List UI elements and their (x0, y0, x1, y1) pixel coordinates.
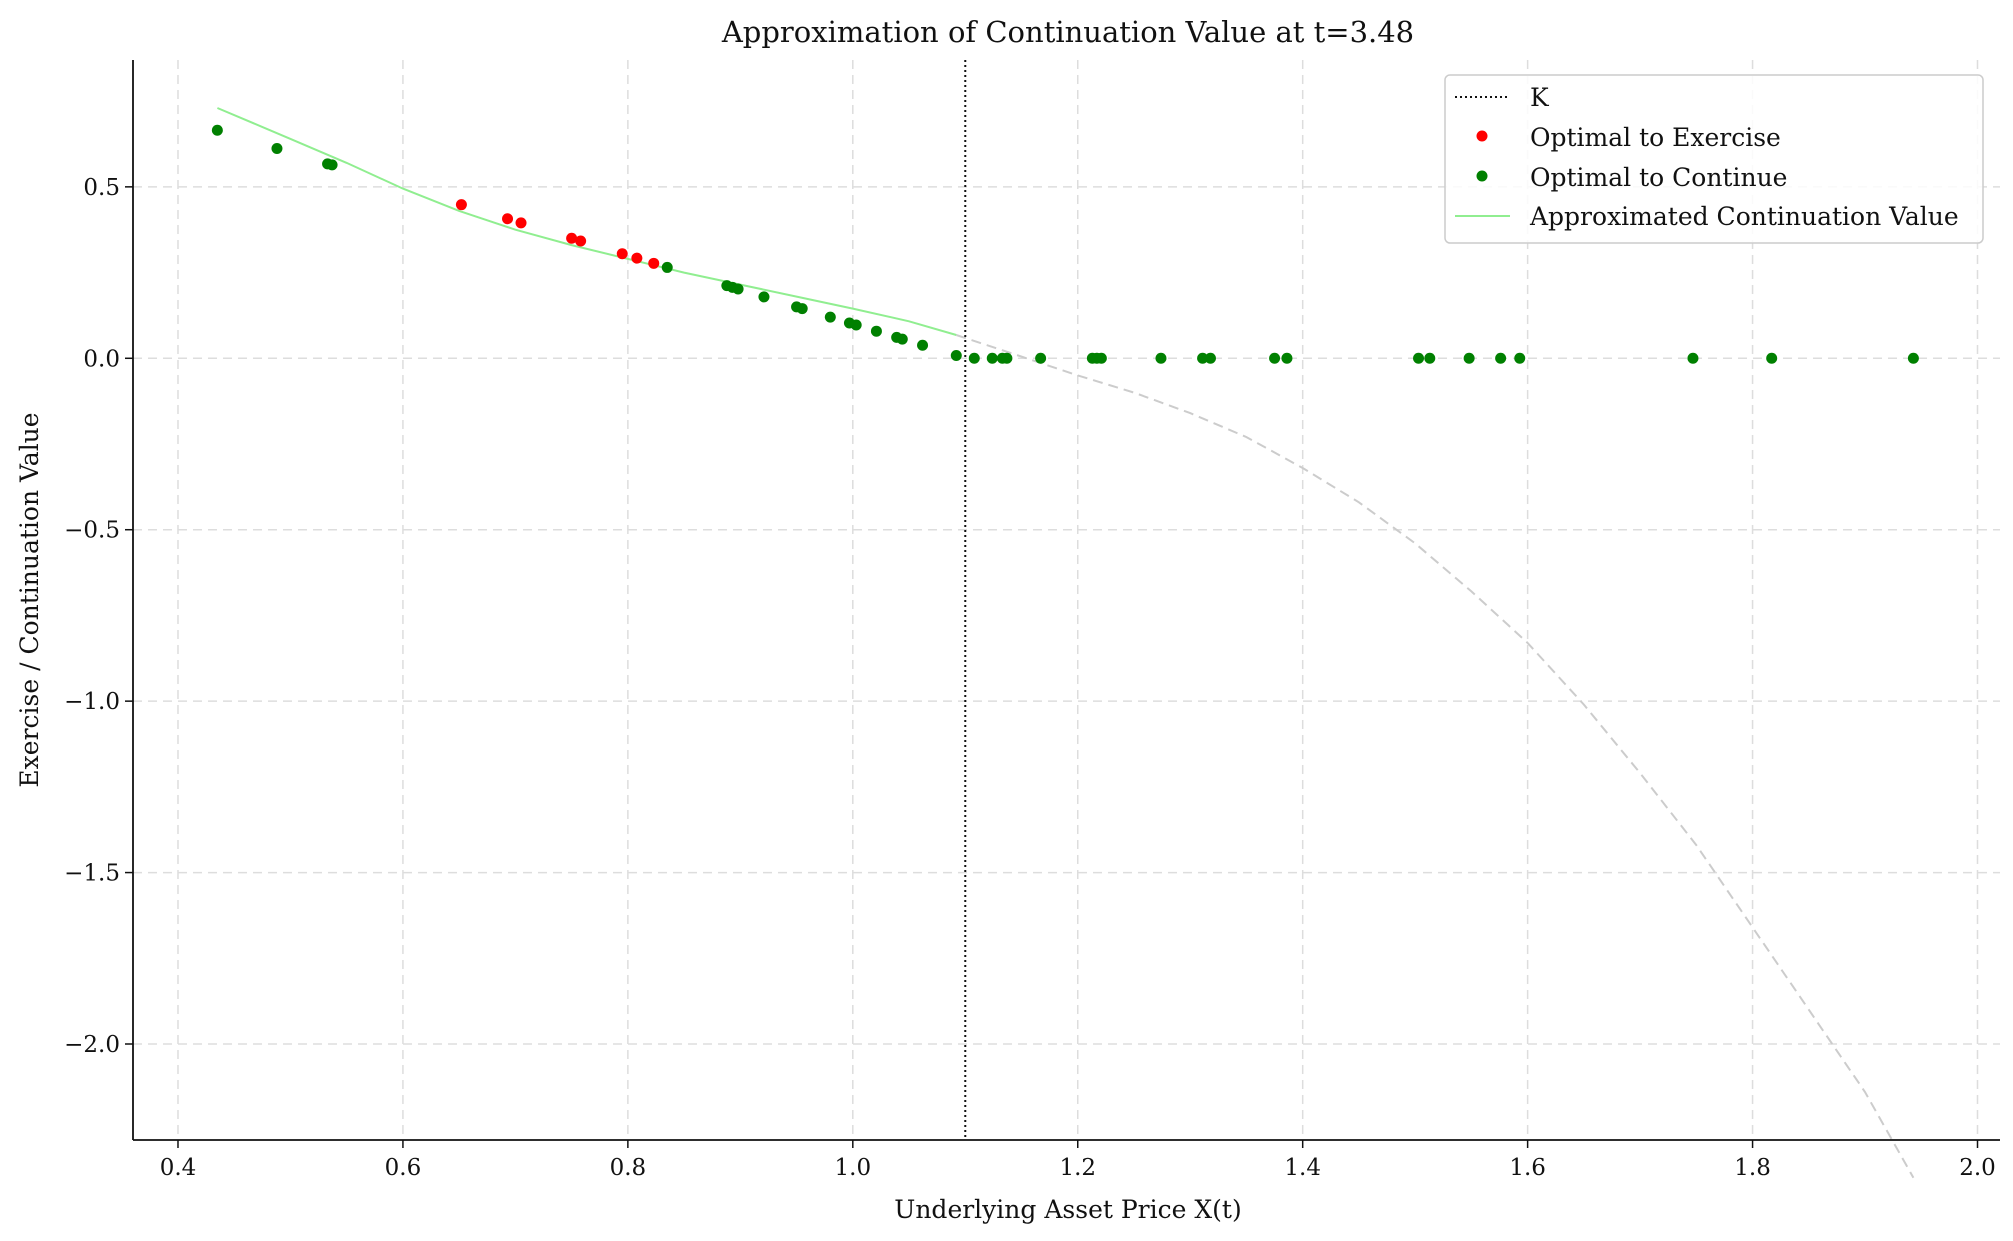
continue-point (1001, 352, 1013, 364)
continue-point (1269, 352, 1281, 364)
y-tick-label: 0.5 (83, 175, 120, 201)
continue-point (950, 350, 962, 362)
x-tick-label: 2.0 (1959, 1155, 1996, 1181)
y-tick-label: −0.5 (64, 518, 120, 544)
continue-point (1281, 352, 1293, 364)
x-tick-label: 0.8 (610, 1155, 647, 1181)
legend-exercise-label: Optimal to Exercise (1530, 123, 1781, 152)
exercise-point (455, 199, 467, 211)
legend-k-label: K (1530, 83, 1550, 112)
exercise-point (515, 217, 527, 229)
x-axis-label: Underlying Asset Price X(t) (894, 1195, 1241, 1224)
continue-point (1035, 352, 1047, 364)
continue-point (1907, 352, 1919, 364)
x-tick-label: 1.6 (1509, 1155, 1546, 1181)
x-tick-label: 1.0 (835, 1155, 872, 1181)
exercise-point (648, 257, 660, 269)
continue-point (1413, 352, 1425, 364)
continue-point (1095, 352, 1107, 364)
legend-exercise-swatch (1476, 130, 1488, 142)
continue-point (211, 124, 223, 136)
continue-point (1424, 352, 1436, 364)
legend-curve-label: Approximated Continuation Value (1529, 202, 1959, 231)
axes (132, 60, 2000, 1141)
legend-continue-label: Optimal to Continue (1530, 163, 1787, 192)
continuation-extension-curve (955, 334, 1915, 1179)
continue-point (661, 261, 673, 273)
continue-point (796, 303, 808, 315)
exercise-point (566, 232, 578, 244)
exercise-point (575, 235, 587, 247)
continue-point (758, 291, 770, 303)
y-tick-label: −1.0 (64, 689, 120, 715)
legend: K Optimal to Exercise Optimal to Continu… (1444, 74, 1984, 244)
exercise-point (616, 248, 628, 260)
points (211, 124, 1919, 364)
continue-point (1514, 352, 1526, 364)
y-axis-label: Exercise / Continuation Value (15, 412, 44, 787)
y-tick-label: 0.0 (83, 346, 120, 372)
x-tick-label: 1.4 (1284, 1155, 1321, 1181)
y-tick-label: −1.5 (64, 861, 120, 887)
ticks: 0.4 0.6 0.8 1.0 1.2 1.4 1.6 1.8 2.0 0.5 0.0 −0.5 −1.… (64, 175, 1996, 1181)
continue-point (824, 311, 836, 323)
continue-point (870, 325, 882, 337)
exercise-point (502, 213, 514, 225)
continue-point (896, 333, 908, 345)
continue-point (1155, 352, 1167, 364)
curves (217, 107, 1915, 1179)
continue-point (326, 159, 338, 171)
y-tick-label: −2.0 (64, 1032, 120, 1058)
legend-box (1444, 74, 1984, 244)
continue-point (986, 352, 998, 364)
continue-point (271, 142, 283, 154)
continue-point (1687, 352, 1699, 364)
approximated-continuation-curve (217, 107, 957, 336)
exercise-point (631, 252, 643, 264)
x-tick-label: 0.6 (385, 1155, 422, 1181)
legend-continue-swatch (1476, 170, 1488, 182)
grid (133, 60, 2000, 1140)
continue-point (1495, 352, 1507, 364)
continue-point (732, 283, 744, 295)
x-tick-label: 0.4 (160, 1155, 197, 1181)
continue-point (1197, 352, 1209, 364)
continue-point (1766, 352, 1778, 364)
x-tick-label: 1.8 (1734, 1155, 1771, 1181)
x-tick-label: 1.2 (1059, 1155, 1096, 1181)
continue-point (917, 339, 929, 351)
continue-point (1463, 352, 1475, 364)
continue-point (968, 352, 980, 364)
chart-title: Approximation of Continuation Value at t… (721, 15, 1414, 49)
continue-point (1204, 352, 1216, 364)
continue-point (850, 319, 862, 331)
